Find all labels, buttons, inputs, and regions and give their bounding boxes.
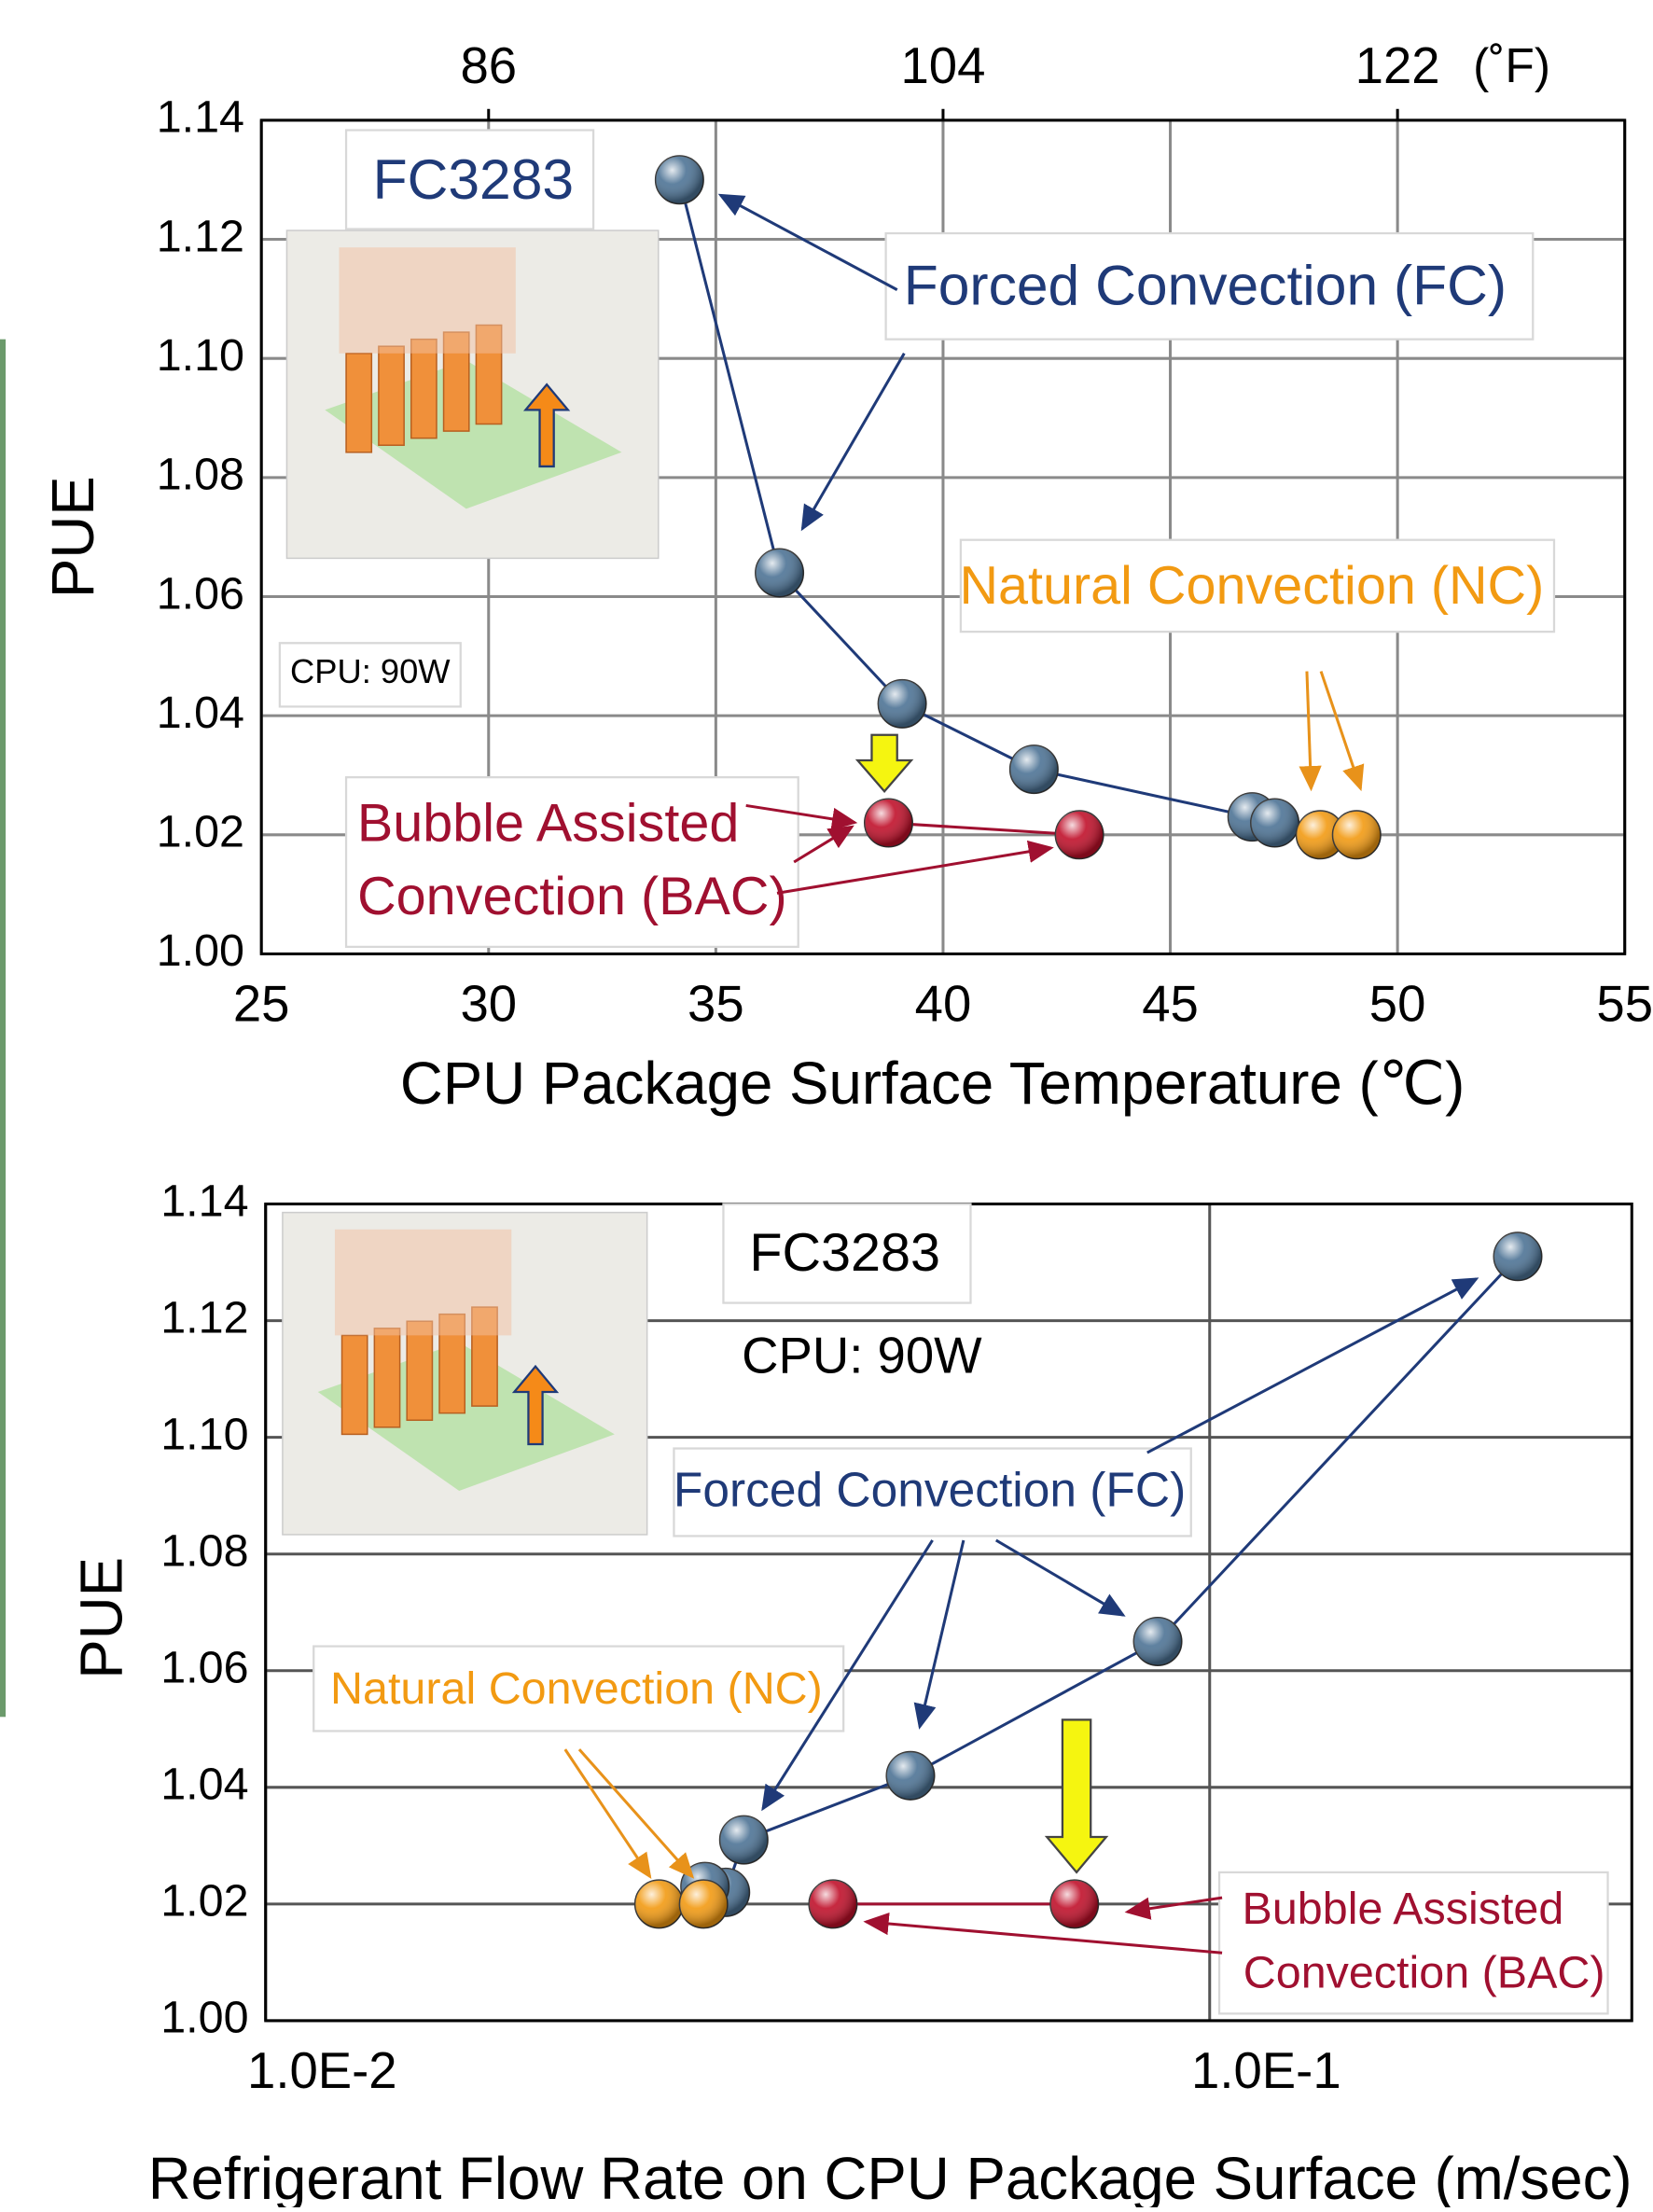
point-highlight: [720, 1816, 768, 1863]
point-highlight: [809, 1880, 856, 1927]
series-label: Bubble Assisted: [357, 793, 740, 853]
y-tick-label: 1.14: [157, 92, 244, 143]
y-tick-label: 1.06: [160, 1643, 248, 1693]
y-tick-label: 1.00: [157, 925, 244, 976]
x-tick-label: 30: [460, 975, 517, 1032]
y-tick-label: 1.02: [157, 807, 244, 857]
point-highlight: [1010, 745, 1058, 793]
x-axis-label: Refrigerant Flow Rate on CPU Package Sur…: [148, 2146, 1632, 2207]
point-highlight: [679, 1880, 727, 1927]
inset-image: [283, 1213, 647, 1535]
inset-image: [286, 230, 658, 558]
note-label: CPU: 90W: [290, 652, 451, 690]
y-tick-label: 1.10: [157, 330, 244, 381]
x-tick-label: 1.0E-2: [247, 2042, 397, 2099]
x2-tick-label: 104: [900, 37, 985, 94]
point-highlight: [1050, 1880, 1098, 1927]
y-tick-label: 1.00: [160, 1993, 248, 2043]
y-tick-label: 1.02: [160, 1876, 248, 1927]
y-tick-label: 1.06: [157, 568, 244, 619]
y-tick-label: 1.14: [160, 1176, 248, 1226]
x-tick-label: 40: [915, 975, 972, 1032]
fluid-label: FC3283: [749, 1223, 940, 1283]
x-tick-label: 45: [1142, 975, 1199, 1032]
series-label: Forced Convection (FC): [674, 1463, 1186, 1517]
fluid-label: FC3283: [373, 147, 575, 211]
series-label: Convection (BAC): [357, 867, 787, 926]
x-tick-label: 35: [688, 975, 744, 1032]
y-axis-label: PUE: [40, 476, 106, 598]
x-tick-label: 1.0E-1: [1191, 2042, 1341, 2099]
point-highlight: [1493, 1232, 1541, 1280]
x-axis-label: CPU Package Surface Temperature (℃): [400, 1050, 1465, 1117]
point-highlight: [1133, 1618, 1181, 1665]
y-tick-label: 1.04: [160, 1760, 248, 1810]
x-tick-label: 55: [1596, 975, 1653, 1032]
y-tick-label: 1.08: [160, 1525, 248, 1576]
point-highlight: [756, 549, 803, 596]
y-axis-label: PUE: [68, 1557, 134, 1679]
y-tick-label: 1.12: [160, 1292, 248, 1343]
y-tick-label: 1.08: [157, 450, 244, 500]
y-tick-label: 1.12: [157, 211, 244, 261]
point-highlight: [878, 680, 925, 728]
point-highlight: [865, 799, 912, 846]
series-label: Natural Convection (NC): [959, 556, 1544, 616]
point-highlight: [1333, 811, 1381, 858]
point-highlight: [635, 1880, 683, 1927]
y-tick-label: 1.04: [157, 688, 244, 738]
x-tick-label: 25: [233, 975, 290, 1032]
edge-strip: [0, 340, 6, 1718]
point-highlight: [1251, 799, 1299, 846]
series-label: Natural Convection (NC): [330, 1663, 823, 1714]
point-highlight: [886, 1752, 934, 1800]
point-highlight: [656, 156, 703, 203]
chart-figure: 1.00 1.02 1.04 1.06 1.08 1.10 1.12 1.14 25 30 35 40…: [0, 0, 1653, 2207]
x2-tick-label: 122: [1355, 37, 1440, 94]
point-highlight: [1055, 811, 1103, 858]
note-label: CPU: 90W: [742, 1328, 982, 1384]
y-tick-label: 1.10: [160, 1409, 248, 1459]
series-label: Convection (BAC): [1243, 1947, 1605, 1997]
page: 1.00 1.02 1.04 1.06 1.08 1.10 1.12 1.14 25 30 35 40…: [0, 0, 1653, 2212]
x2-unit: (˚F): [1473, 38, 1550, 92]
series-label: Forced Convection (FC): [904, 254, 1507, 317]
x2-tick-label: 86: [460, 37, 517, 94]
series-label: Bubble Assisted: [1243, 1884, 1564, 1934]
x-tick-label: 50: [1369, 975, 1426, 1032]
